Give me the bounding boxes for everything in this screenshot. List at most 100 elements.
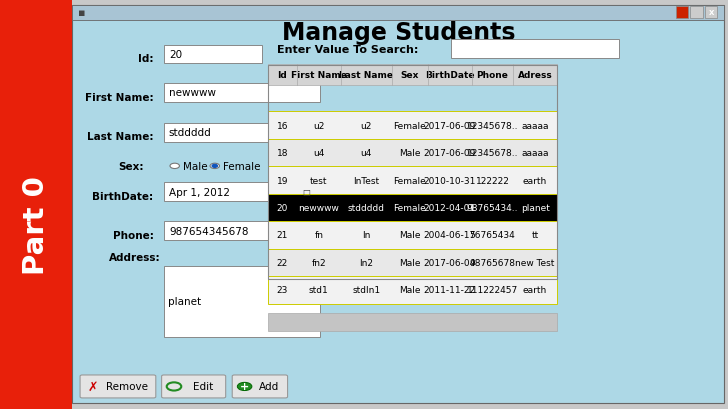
Text: 2012-04-01: 2012-04-01 — [424, 204, 476, 212]
Text: u4: u4 — [313, 149, 325, 157]
Text: Address:: Address: — [109, 253, 161, 263]
Bar — [268, 167, 557, 194]
Text: 2017-06-04: 2017-06-04 — [424, 258, 476, 267]
Text: test: test — [310, 176, 328, 185]
Text: tt: tt — [531, 231, 539, 240]
Text: Adress: Adress — [518, 71, 553, 80]
Bar — [268, 276, 557, 304]
Bar — [164, 183, 298, 202]
Text: Male: Male — [183, 162, 208, 171]
Bar — [268, 65, 557, 86]
Bar — [676, 7, 688, 19]
Bar — [268, 249, 557, 276]
Text: 19: 19 — [277, 176, 288, 185]
Text: planet: planet — [168, 297, 202, 307]
Text: Female: Female — [394, 204, 426, 212]
Bar — [268, 139, 557, 167]
Text: 2011-11-22: 2011-11-22 — [424, 286, 476, 294]
Text: 2004-06-17: 2004-06-17 — [424, 231, 476, 240]
Bar — [268, 66, 557, 280]
Bar — [268, 194, 557, 222]
Text: Apr 1, 2012: Apr 1, 2012 — [169, 187, 230, 197]
Text: +: + — [240, 382, 249, 391]
Text: Sex: Sex — [400, 71, 419, 80]
Text: Manage Students: Manage Students — [282, 21, 515, 45]
Text: 20: 20 — [277, 204, 288, 212]
Text: stddddd: stddddd — [169, 128, 212, 138]
Bar — [690, 7, 703, 19]
Text: Edit: Edit — [193, 382, 213, 391]
Text: u2: u2 — [360, 121, 372, 130]
Text: 22: 22 — [277, 258, 288, 267]
Text: Female: Female — [223, 162, 261, 171]
Text: u4: u4 — [360, 149, 372, 157]
Text: earth: earth — [523, 176, 547, 185]
Text: fn2: fn2 — [312, 258, 326, 267]
Text: Phone:: Phone: — [113, 230, 154, 240]
Text: First Name: First Name — [291, 71, 347, 80]
Text: 122222: 122222 — [475, 176, 510, 185]
Text: Part 0: Part 0 — [23, 175, 50, 274]
Bar — [0, 0, 72, 409]
Text: aaaaa: aaaaa — [521, 149, 549, 157]
Circle shape — [170, 164, 180, 169]
Text: 16: 16 — [277, 121, 288, 130]
Bar — [72, 6, 724, 20]
Text: fn: fn — [314, 231, 323, 240]
Text: 20: 20 — [169, 50, 182, 60]
Text: newwww: newwww — [169, 88, 216, 98]
Text: ln: ln — [362, 231, 371, 240]
Text: 987654345678: 987654345678 — [169, 226, 248, 236]
Text: 21: 21 — [277, 231, 288, 240]
Text: InTest: InTest — [353, 176, 379, 185]
Bar — [164, 222, 320, 240]
Text: X: X — [708, 10, 714, 16]
Text: 12345678..: 12345678.. — [467, 149, 518, 157]
Text: BirthDate: BirthDate — [425, 71, 475, 80]
Bar — [705, 7, 717, 19]
Text: 111222457: 111222457 — [467, 286, 518, 294]
Text: 18: 18 — [277, 149, 288, 157]
Text: stdln1: stdln1 — [352, 286, 380, 294]
Circle shape — [237, 382, 252, 391]
Text: 2010-10-31: 2010-10-31 — [424, 176, 476, 185]
Text: 2017-06-09: 2017-06-09 — [424, 149, 476, 157]
Circle shape — [212, 165, 218, 168]
Text: ▪: ▪ — [78, 8, 85, 18]
Text: newwww: newwww — [298, 204, 339, 212]
Bar — [164, 45, 262, 64]
Text: Enter Value To Search:: Enter Value To Search: — [277, 45, 418, 55]
Bar — [164, 84, 320, 103]
FancyBboxPatch shape — [80, 375, 156, 398]
Text: 2017-06-09: 2017-06-09 — [424, 121, 476, 130]
Text: Male: Male — [399, 286, 421, 294]
Text: Remove: Remove — [106, 382, 149, 391]
Text: 12345678..: 12345678.. — [467, 121, 518, 130]
Bar — [268, 222, 557, 249]
Text: Add: Add — [259, 382, 280, 391]
Text: planet: planet — [521, 204, 550, 212]
Text: std1: std1 — [309, 286, 329, 294]
Text: ✗: ✗ — [87, 380, 98, 393]
Text: Female: Female — [394, 121, 426, 130]
Text: u2: u2 — [313, 121, 325, 130]
Bar — [268, 313, 557, 331]
Bar — [268, 112, 557, 139]
Text: ln2: ln2 — [359, 258, 373, 267]
FancyBboxPatch shape — [162, 375, 226, 398]
Text: BirthDate:: BirthDate: — [92, 191, 154, 201]
Text: aaaaa: aaaaa — [521, 121, 549, 130]
Text: 98765678: 98765678 — [470, 258, 515, 267]
Text: Last Name: Last Name — [339, 71, 393, 80]
Text: stddddd: stddddd — [348, 204, 384, 212]
Text: 23: 23 — [277, 286, 288, 294]
Text: Id: Id — [277, 71, 288, 80]
Text: Male: Male — [399, 258, 421, 267]
Bar — [451, 40, 619, 59]
Bar — [72, 6, 724, 403]
Text: Male: Male — [399, 231, 421, 240]
FancyBboxPatch shape — [232, 375, 288, 398]
Text: earth: earth — [523, 286, 547, 294]
Text: 98765434..: 98765434.. — [467, 204, 518, 212]
Text: □: □ — [302, 188, 309, 197]
